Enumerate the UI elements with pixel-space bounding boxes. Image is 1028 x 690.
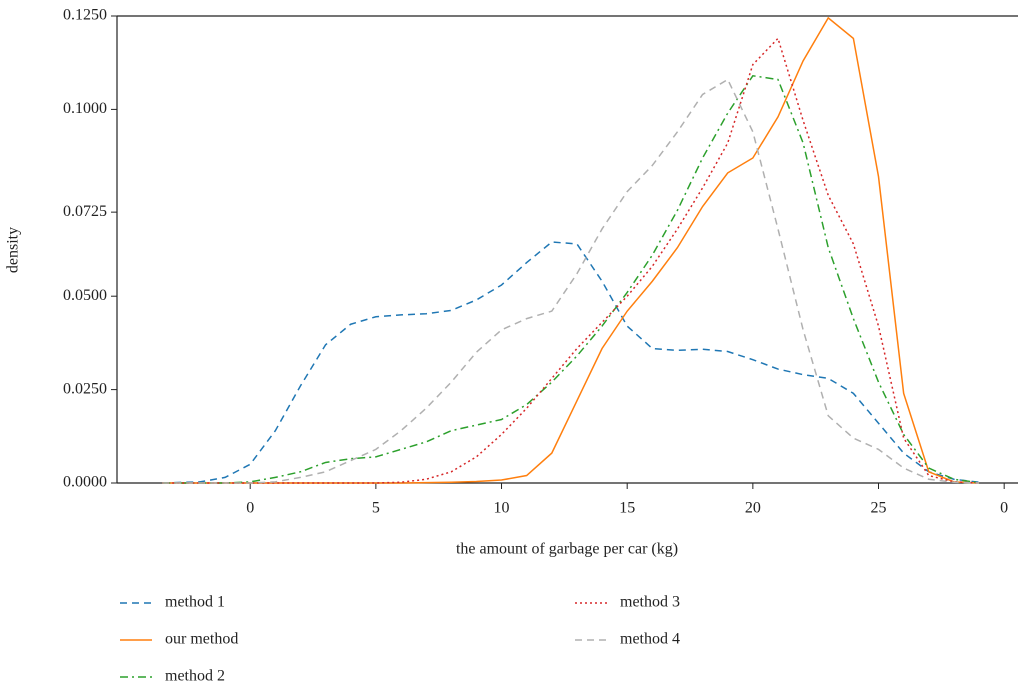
x-tick-label: 0 (246, 500, 254, 517)
y-tick-label: 0.1250 (63, 7, 107, 24)
x-axis-label: the amount of garbage per car (kg) (456, 541, 678, 558)
legend-label: our method (165, 631, 238, 648)
legend-label: method 4 (620, 631, 680, 648)
x-tick-label: 25 (871, 500, 887, 517)
x-tick-label: 5 (372, 500, 380, 517)
x-tick-label: 15 (619, 500, 635, 517)
y-axis-label: density (5, 227, 22, 273)
series-line (162, 241, 980, 484)
y-tick-label: 0.0000 (63, 474, 107, 491)
y-tick-label: 0.0725 (63, 203, 107, 220)
legend-label: method 3 (620, 594, 680, 611)
legend-label: method 2 (165, 668, 225, 685)
y-tick-label: 0.0250 (63, 380, 107, 397)
legend-label: method 1 (165, 594, 225, 611)
x-tick-label: 10 (494, 500, 510, 517)
y-tick-label: 0.0500 (63, 287, 107, 304)
x-tick-label: 0 (1000, 500, 1008, 517)
series-line (162, 74, 980, 484)
series-line (162, 36, 980, 484)
x-tick-label: 20 (745, 500, 761, 517)
series-line (162, 78, 980, 484)
y-tick-label: 0.1000 (63, 100, 107, 117)
series-line (162, 16, 980, 484)
